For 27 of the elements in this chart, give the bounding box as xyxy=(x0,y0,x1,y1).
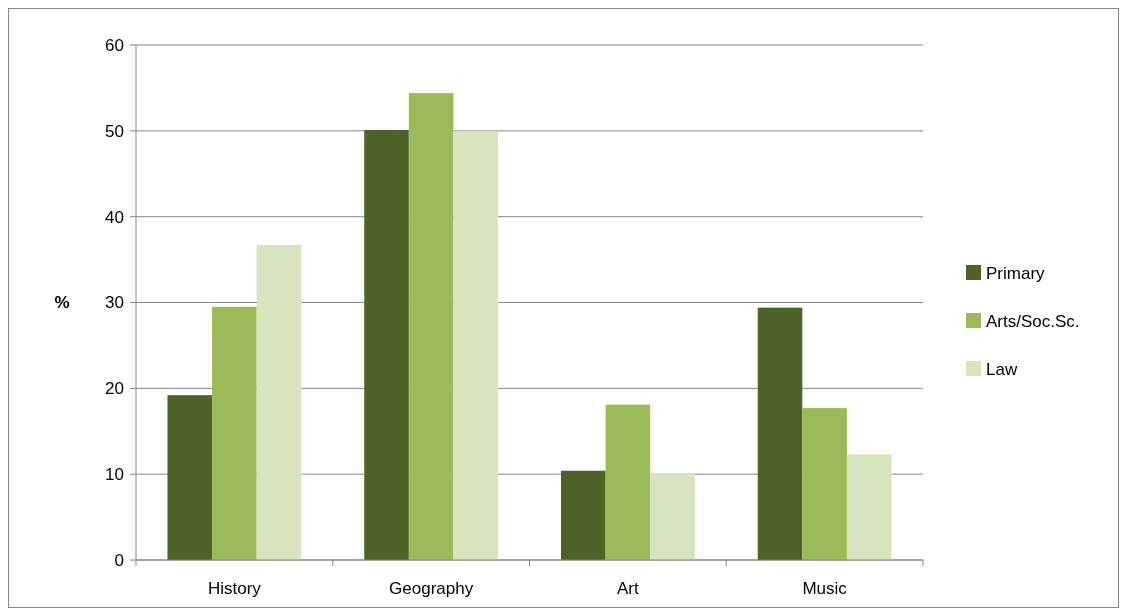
bar xyxy=(846,454,892,560)
bar xyxy=(453,130,499,560)
y-tick-label: 20 xyxy=(105,379,124,399)
y-tick-label: 40 xyxy=(105,207,124,227)
y-tick-label: 50 xyxy=(105,121,124,141)
bar xyxy=(408,93,454,560)
x-tick-label: History xyxy=(207,579,262,598)
x-tick-label: Art xyxy=(617,579,640,598)
legend-label: Primary xyxy=(986,263,1046,283)
bar xyxy=(212,306,257,560)
bar xyxy=(802,408,847,560)
y-tick-label: 0 xyxy=(114,550,124,570)
y-axis-title: % xyxy=(54,293,70,313)
legend-label: Arts/Soc.Sc. xyxy=(986,311,1080,331)
x-tick-label: Music xyxy=(802,579,848,598)
bar xyxy=(364,129,409,560)
y-tick-label: 10 xyxy=(105,465,124,485)
bar xyxy=(757,307,803,560)
legend-label: Law xyxy=(986,359,1018,379)
bar xyxy=(650,473,695,560)
y-tick-label: 30 xyxy=(105,293,124,313)
x-tick-label: Geography xyxy=(389,579,474,598)
bar xyxy=(167,395,213,560)
bar xyxy=(256,244,302,560)
bar xyxy=(560,470,606,560)
bar xyxy=(605,404,651,560)
y-tick-label: 60 xyxy=(105,35,124,55)
